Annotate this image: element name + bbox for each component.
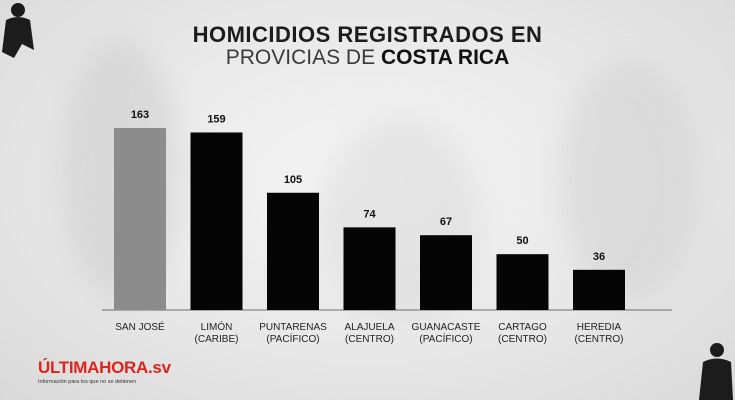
category-tick-label: GUANACASTE [412, 322, 481, 333]
brand-tagline: Información para los que no se detienen [38, 379, 137, 385]
brand-suffix: .sv [148, 358, 171, 377]
chart-title-line1: HOMICIDIOS REGISTRADOS EN [192, 22, 543, 47]
brand-name: ÚLTIMAHORA.sv [38, 358, 171, 378]
category-tick-label: (CARIBE) [195, 334, 239, 345]
data-label: 163 [131, 109, 149, 121]
data-label: 50 [516, 235, 528, 247]
category-tick-label: PUNTARENAS [259, 322, 327, 333]
chart-title-country: COSTA RICA [380, 46, 510, 69]
brand-name-text: ÚLTIMAHORA [38, 358, 148, 377]
category-tick-label: ALAJUELA [344, 322, 394, 333]
background-shade [560, 60, 700, 300]
bar [114, 128, 166, 310]
bar [573, 269, 625, 310]
bar [496, 254, 549, 310]
data-label: 159 [207, 113, 225, 125]
chart-title-prefix: PROVICIAS DE [225, 46, 376, 69]
category-tick-label: (PACÍFICO) [419, 332, 472, 345]
brand-logo[interactable]: ÚLTIMAHORA.sv Información para los que n… [38, 358, 171, 385]
data-label: 105 [284, 174, 302, 186]
data-label: 67 [440, 216, 452, 228]
category-tick-label: SAN JOSÉ [115, 320, 165, 333]
category-tick-label: (PACÍFICO) [266, 332, 319, 345]
category-tick-label: (CENTRO) [345, 334, 394, 345]
data-label: 74 [363, 208, 376, 220]
data-label: 36 [593, 251, 605, 263]
category-tick-label: HEREDIA [577, 322, 622, 333]
bar [343, 227, 396, 310]
silhouette-bottom-right [699, 343, 733, 400]
category-tick-label: (CENTRO) [498, 334, 547, 345]
chart-title-line2: PROVICIAS DE COSTA RICA [0, 46, 735, 70]
bar [190, 132, 243, 310]
category-tick-label: LIMÓN [201, 320, 233, 333]
bar [420, 235, 472, 310]
silhouette-top-left [2, 3, 34, 58]
bar [267, 192, 319, 310]
category-tick-label: (CENTRO) [575, 334, 624, 345]
category-tick-label: CARTAGO [498, 322, 547, 333]
